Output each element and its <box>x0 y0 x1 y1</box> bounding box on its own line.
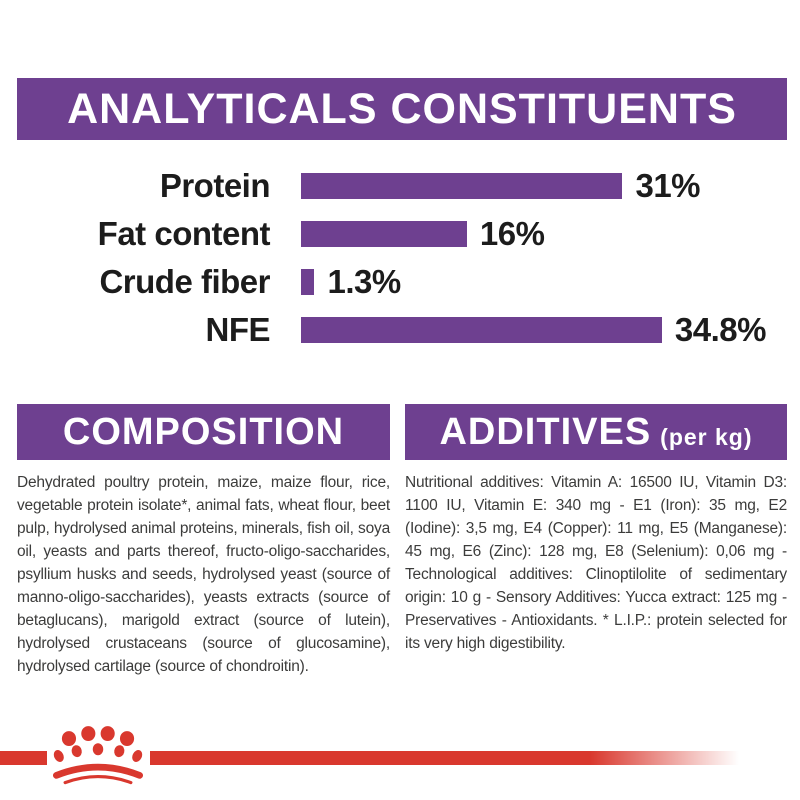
additives-section: ADDITIVES (per kg) Nutritional additives… <box>405 404 787 678</box>
chart-bar <box>301 173 623 199</box>
additives-per-kg-suffix: (per kg) <box>660 423 753 450</box>
info-columns: COMPOSITION Dehydrated poultry protein, … <box>17 404 787 678</box>
chart-category-label: Fat content <box>97 215 271 252</box>
constituents-chart: Protein 31% Fat content 16% Crude fiber 1.3% N… <box>0 162 800 354</box>
chart-category-label: NFE <box>205 311 271 348</box>
additives-text: Nutritional additives: Vitamin A: 16500 … <box>405 474 787 652</box>
composition-text: Dehydrated poultry protein, maize, maize… <box>17 474 390 675</box>
composition-header: COMPOSITION <box>17 404 390 460</box>
chart-value-label: 31% <box>635 167 701 204</box>
chart-row: Fat content 16% <box>0 210 800 258</box>
chart-value-label: 1.3% <box>327 263 401 300</box>
chart-value-label: 16% <box>479 215 545 252</box>
chart-bar <box>301 269 315 295</box>
royal-canin-crown-logo <box>52 726 143 785</box>
chart-row: Crude fiber 1.3% <box>0 258 800 306</box>
analyticals-constituents-header: ANALYTICALS CONSTITUENTS <box>17 78 787 140</box>
chart-category-label: Crude fiber <box>99 263 270 300</box>
chart-bar <box>301 317 662 343</box>
footer-red-line-left <box>0 751 47 765</box>
footer-red-line-right <box>150 751 745 765</box>
additives-header: ADDITIVES (per kg) <box>405 404 787 460</box>
chart-row: NFE 34.8% <box>0 306 800 354</box>
chart-bar <box>301 221 467 247</box>
chart-category-label: Protein <box>159 167 271 204</box>
composition-section: COMPOSITION Dehydrated poultry protein, … <box>17 404 390 678</box>
additives-title: ADDITIVES <box>439 410 652 453</box>
chart-row: Protein 31% <box>0 162 800 210</box>
chart-value-label: 34.8% <box>674 311 767 348</box>
